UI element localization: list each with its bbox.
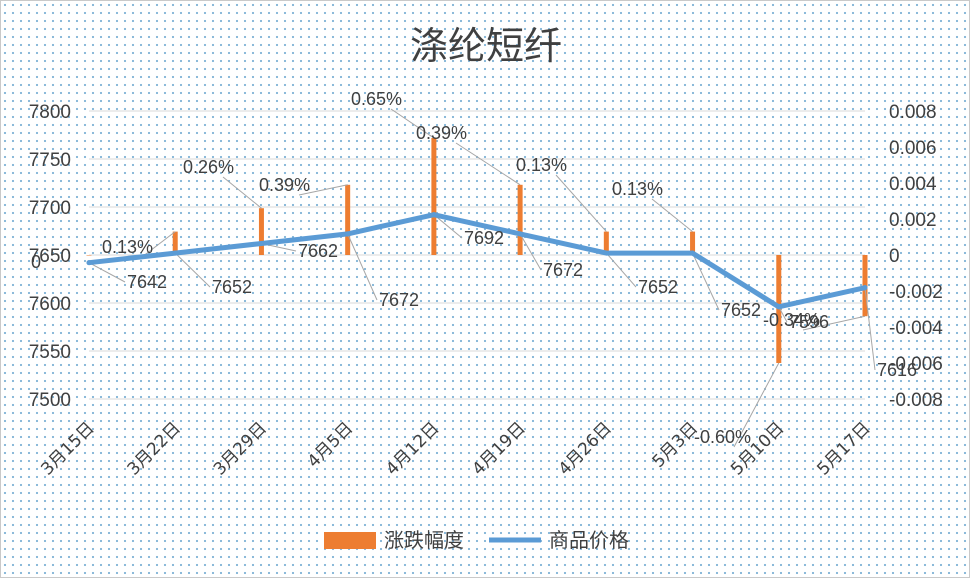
primary-y-axis: 7500 7550 7600 7650 7700 7750 7800 <box>29 102 71 411</box>
x-tick-label: 3月29日 <box>210 418 271 479</box>
line-data-label: 7652 <box>638 277 678 297</box>
y2-tick-label: 0.004 <box>889 174 937 195</box>
bar-data-label: 0.13% <box>612 179 663 199</box>
leader-line <box>141 231 176 258</box>
line-point <box>172 250 178 256</box>
bar <box>690 231 696 255</box>
y2-tick-label: -0.004 <box>889 318 943 339</box>
y-tick-label: 7550 <box>29 342 71 363</box>
legend: 涨跌幅度 商品价格 <box>324 528 629 552</box>
x-tick-label: 4月5日 <box>304 418 357 471</box>
bar <box>172 231 178 255</box>
line-point <box>517 231 523 237</box>
price-line <box>86 212 868 310</box>
line-data-label: 7642 <box>127 272 167 292</box>
line-point <box>345 231 351 237</box>
leader-line <box>347 233 378 301</box>
line-data-label: 7652 <box>212 277 252 297</box>
chart-title: 涤纶短纤 <box>410 24 562 68</box>
line-point <box>258 240 264 246</box>
y2-tick-label: 0.008 <box>889 102 937 123</box>
leader-line <box>519 233 542 271</box>
y-tick-label: 7650 <box>29 246 71 267</box>
bar-data-label: 0.13% <box>516 155 567 175</box>
y2-tick-label: 0.006 <box>889 138 937 159</box>
bar <box>258 208 264 255</box>
x-tick-label: 5月17日 <box>813 418 874 479</box>
line-data-label: 7692 <box>464 228 504 248</box>
bar-data-label: 0.26% <box>183 157 234 177</box>
bar <box>431 138 437 255</box>
leader-line <box>390 108 435 139</box>
leader-line <box>778 306 788 323</box>
x-tick-label: 3月22日 <box>124 418 185 479</box>
leader-line <box>651 198 693 232</box>
line-point <box>862 285 868 291</box>
bar <box>345 184 351 255</box>
line-data-label: 7672 <box>543 260 583 280</box>
legend-label-line: 商品价格 <box>549 528 629 552</box>
leader-line <box>174 252 211 288</box>
line-point <box>690 250 696 256</box>
line-point <box>776 304 782 310</box>
leader-line <box>88 262 126 283</box>
x-tick-label: 4月12日 <box>382 418 443 479</box>
y2-tick-label: -0.002 <box>889 282 943 303</box>
line-point <box>86 260 92 266</box>
data-labels: 0.13% 0.26% 0.39% 0.65% 0.39% 0.13% 0.13% -0.60… <box>31 89 917 447</box>
line-series <box>86 212 868 310</box>
y-tick-label: 7800 <box>29 102 71 123</box>
leader-line <box>433 214 463 239</box>
bar-data-label: 0.39% <box>259 175 310 195</box>
bar-data-label: 0 <box>31 252 41 272</box>
line-data-label: 7662 <box>298 241 338 261</box>
y2-tick-label: -0.006 <box>889 354 943 375</box>
line-data-label: 7672 <box>379 290 419 310</box>
y2-tick-label: 0.002 <box>889 210 937 231</box>
x-tick-label: 4月26日 <box>555 418 616 479</box>
secondary-y-axis: -0.008 -0.006 -0.004 -0.002 0 0.002 0.004 0.006… <box>889 102 943 411</box>
gridlines <box>89 110 865 400</box>
line-data-label: 7652 <box>721 300 761 320</box>
line-data-label: 7596 <box>789 312 829 332</box>
bar <box>603 231 609 255</box>
leader-line <box>692 252 720 311</box>
x-tick-label: 4月19日 <box>469 418 530 479</box>
leader-line <box>555 174 607 232</box>
y-tick-label: 7750 <box>29 150 71 171</box>
leader-line <box>298 184 348 196</box>
y-tick-label: 7700 <box>29 198 71 219</box>
bar-data-label: 0.65% <box>351 89 402 109</box>
bar <box>86 255 92 256</box>
legend-label-bar: 涨跌幅度 <box>384 528 464 552</box>
leader-line <box>605 252 637 288</box>
leader-line <box>802 315 866 331</box>
line-point <box>431 212 437 218</box>
bar-data-label: -0.60% <box>694 427 751 447</box>
y-tick-label: 7500 <box>29 390 71 411</box>
bar-data-label: 0.39% <box>416 123 467 143</box>
legend-swatch-bar <box>324 532 376 549</box>
line-data-label: 7616 <box>877 360 917 380</box>
leader-line <box>733 362 780 448</box>
x-tick-label: 3月15日 <box>37 418 98 479</box>
bar-data-label: -0.34% <box>763 310 820 330</box>
y-tick-label: 7600 <box>29 294 71 315</box>
leader-line <box>864 287 876 371</box>
y2-tick-label: 0 <box>889 246 900 267</box>
leader-line <box>222 176 262 209</box>
y2-tick-label: -0.008 <box>889 390 943 411</box>
leader-line <box>455 142 521 186</box>
bar <box>517 184 523 255</box>
line-point <box>603 250 609 256</box>
bar-data-label: 0.13% <box>102 237 153 257</box>
